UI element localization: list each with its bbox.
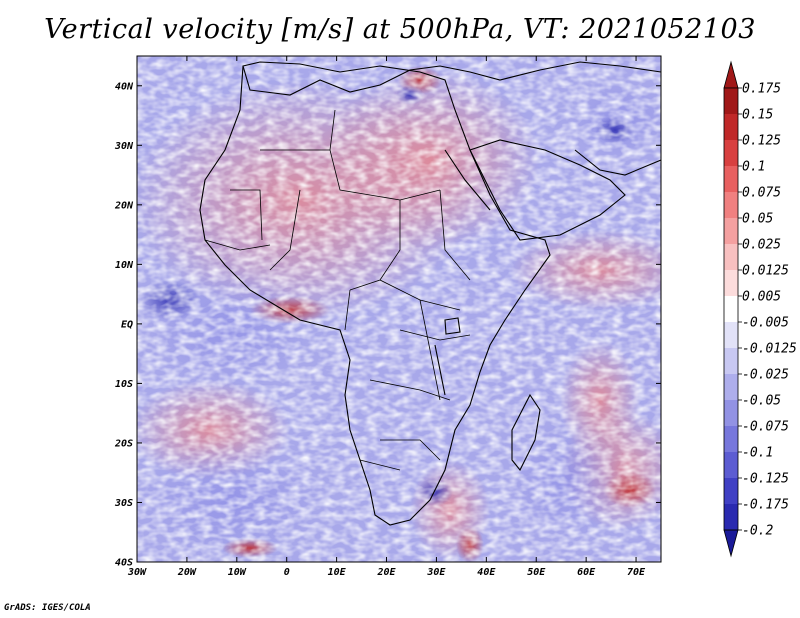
- lat-tick-label: 40N: [115, 81, 134, 92]
- colorbar-frame: [723, 87, 739, 531]
- lake-victoria: [444, 317, 461, 335]
- colorbar-max-arrow: [723, 60, 739, 89]
- madagascar: [511, 393, 541, 472]
- colorbar-swatch: [724, 114, 738, 140]
- colorbar-label: -0.05: [742, 394, 781, 409]
- colorbar-swatch: [724, 374, 738, 400]
- colorbar-label: 0.0125: [742, 264, 789, 279]
- lat-tick-label: 30N: [114, 141, 134, 152]
- colorbar-label: -0.175: [742, 498, 789, 513]
- europe-coast: [242, 61, 661, 96]
- lat-tick-label: 30S: [114, 498, 133, 509]
- colorbar-swatch: [724, 166, 738, 192]
- lon-tick-label: 50E: [527, 567, 546, 578]
- lon-tick-label: 20E: [376, 567, 396, 578]
- colorbar-swatch: [724, 192, 738, 218]
- lon-tick-label: 0: [284, 567, 290, 578]
- lat-tick-label: 10N: [115, 260, 134, 271]
- lat-tick-label: 20S: [114, 438, 133, 449]
- colorbar-swatch: [724, 504, 738, 530]
- colorbar-swatch: [724, 296, 738, 322]
- colorbar-swatch: [724, 348, 738, 374]
- colorbar-label: 0.005: [742, 290, 781, 305]
- lon-tick-label: 70E: [627, 567, 646, 578]
- colorbar-label: -0.025: [742, 368, 789, 383]
- colorbar-swatch: [724, 244, 738, 270]
- lon-tick-label: 10E: [328, 567, 347, 578]
- colorbar-label: 0.025: [742, 238, 781, 253]
- colorbar-label: 0.075: [742, 186, 781, 201]
- lat-tick-label: EQ: [121, 319, 133, 330]
- lat-tick-label: 40S: [115, 558, 133, 569]
- lon-tick-label: 60E: [577, 567, 596, 578]
- colorbar-label: -0.075: [742, 420, 789, 435]
- lat-tick-label: 10S: [115, 379, 133, 390]
- colorbar-swatch: [724, 426, 738, 452]
- colorbar-label: 0.05: [742, 212, 773, 227]
- red-sea: [444, 149, 491, 211]
- lon-tick-label: 30W: [127, 567, 147, 578]
- map-title: Vertical velocity [m/s] at 500hPa, VT: 2…: [44, 14, 756, 45]
- lake-tanganyika: [434, 344, 446, 396]
- country-borders: [204, 109, 471, 471]
- africa-coastline: [199, 61, 551, 526]
- arabian-peninsula: [469, 139, 626, 241]
- lat-tick-label: 20N: [114, 200, 134, 211]
- map-frame: [136, 55, 662, 563]
- velocity-field: [137, 56, 661, 562]
- colorbar-swatch: [724, 452, 738, 478]
- colorbar-swatch: [724, 322, 738, 348]
- lon-tick-label: 20W: [177, 567, 197, 578]
- colorbar-min-arrow: [723, 529, 739, 558]
- colorbar-swatch: [724, 270, 738, 296]
- latitude-axis: 40N 30N 20N 10N EQ 10S 20S 30S 40S: [114, 81, 661, 569]
- lon-tick-label: 10W: [228, 567, 247, 578]
- longitude-axis: 30W 20W 10W 0 10E 20E 30E 40E 50E 60E 70E: [127, 56, 646, 578]
- colorbar-label: 0.1: [742, 160, 765, 175]
- colorbar-label: -0.1: [742, 446, 773, 461]
- colorbar-label: -0.0125: [742, 342, 797, 357]
- lon-tick-label: 30E: [426, 567, 446, 578]
- colorbar-label: 0.175: [742, 82, 781, 97]
- colorbar-label: -0.2: [742, 524, 773, 539]
- colorbar-swatch: [724, 218, 738, 244]
- colorbar-label: -0.005: [742, 316, 789, 331]
- colorbar-label: 0.15: [742, 108, 773, 123]
- colorbar-label: 0.125: [742, 134, 781, 149]
- colorbar-swatch: [724, 88, 738, 114]
- colorbar-label: -0.125: [742, 472, 789, 487]
- colorbar: 0.175 0.15 0.125 0.1 0.075 0.05 0.025 0.0125 0.0…: [723, 60, 797, 558]
- colorbar-swatch: [724, 400, 738, 426]
- coastlines: [199, 61, 661, 526]
- credit-label: GrADS: IGES/COLA: [4, 603, 91, 613]
- persian-gulf: [574, 149, 661, 176]
- colorbar-swatch: [724, 140, 738, 166]
- colorbar-swatch: [724, 478, 738, 504]
- lon-tick-label: 40E: [477, 567, 496, 578]
